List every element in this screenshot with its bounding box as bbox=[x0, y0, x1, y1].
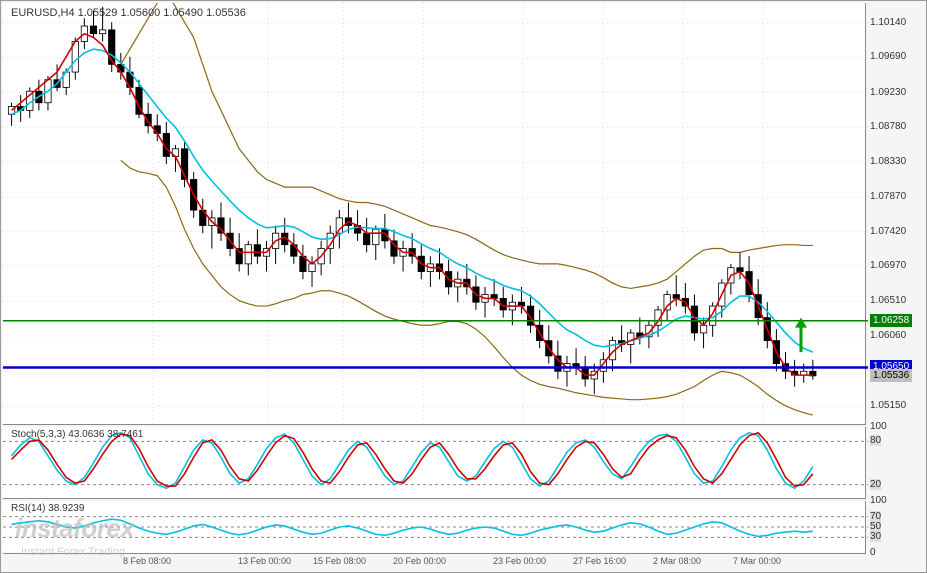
y-tick: 1.08780 bbox=[870, 121, 906, 132]
price-panel[interactable]: EURUSD,H4 1.05529 1.05600 1.05490 1.0553… bbox=[3, 3, 866, 425]
y-tick: 1.06510 bbox=[870, 295, 906, 306]
y-tick: 1.06060 bbox=[870, 330, 906, 341]
watermark-logo: instaforex bbox=[15, 513, 134, 544]
symbol-title: EURUSD,H4 1.05529 1.05600 1.05490 1.0553… bbox=[11, 7, 246, 19]
rsi-level-label: 50 bbox=[870, 521, 881, 532]
x-tick: 2 Mar 08:00 bbox=[653, 556, 701, 566]
rsi-level-label: 100 bbox=[870, 495, 887, 506]
y-tick: 1.05150 bbox=[870, 400, 906, 411]
stoch-label: Stoch(5,3,3) 43.0636 38.7461 bbox=[11, 429, 143, 440]
y-axis: 1.10140 1.09690 1.09230 1.08780 1.08330 1.078… bbox=[866, 1, 926, 572]
chart-container: EURUSD,H4 1.05529 1.05600 1.05490 1.0553… bbox=[0, 0, 927, 573]
y-tick: 1.09690 bbox=[870, 51, 906, 62]
y-tick: 1.07870 bbox=[870, 191, 906, 202]
x-tick: 7 Mar 00:00 bbox=[733, 556, 781, 566]
stochastic-panel[interactable]: Stoch(5,3,3) 43.0636 38.7461 bbox=[3, 427, 866, 499]
x-tick: 8 Feb 08:00 bbox=[123, 556, 171, 566]
rsi-level-label: 30 bbox=[870, 531, 881, 542]
stoch-level-label: 80 bbox=[870, 435, 881, 446]
x-tick: 27 Feb 16:00 bbox=[573, 556, 626, 566]
y-tick: 1.10140 bbox=[870, 17, 906, 28]
x-tick: 15 Feb 08:00 bbox=[313, 556, 366, 566]
last-price-tag: 1.05536 bbox=[870, 369, 912, 382]
x-axis: 8 Feb 08:00 13 Feb 00:00 15 Feb 08:00 20 Fe… bbox=[3, 553, 866, 571]
stoch-level-label: 20 bbox=[870, 479, 881, 490]
watermark-sub: Instant Forex Trading bbox=[21, 546, 125, 558]
stoch-level-label: 100 bbox=[870, 421, 887, 432]
y-tick: 1.07420 bbox=[870, 226, 906, 237]
y-tick: 1.06970 bbox=[870, 260, 906, 271]
rsi-level-label: 70 bbox=[870, 511, 881, 522]
rsi-level-label: 0 bbox=[870, 547, 876, 558]
y-tick: 1.08330 bbox=[870, 156, 906, 167]
y-tick: 1.09230 bbox=[870, 87, 906, 98]
x-tick: 20 Feb 00:00 bbox=[393, 556, 446, 566]
x-tick: 23 Feb 00:00 bbox=[493, 556, 546, 566]
x-tick: 13 Feb 00:00 bbox=[238, 556, 291, 566]
price-level-tag: 1.06258 bbox=[870, 314, 912, 327]
rsi-label: RSI(14) 38.9239 bbox=[11, 503, 84, 514]
